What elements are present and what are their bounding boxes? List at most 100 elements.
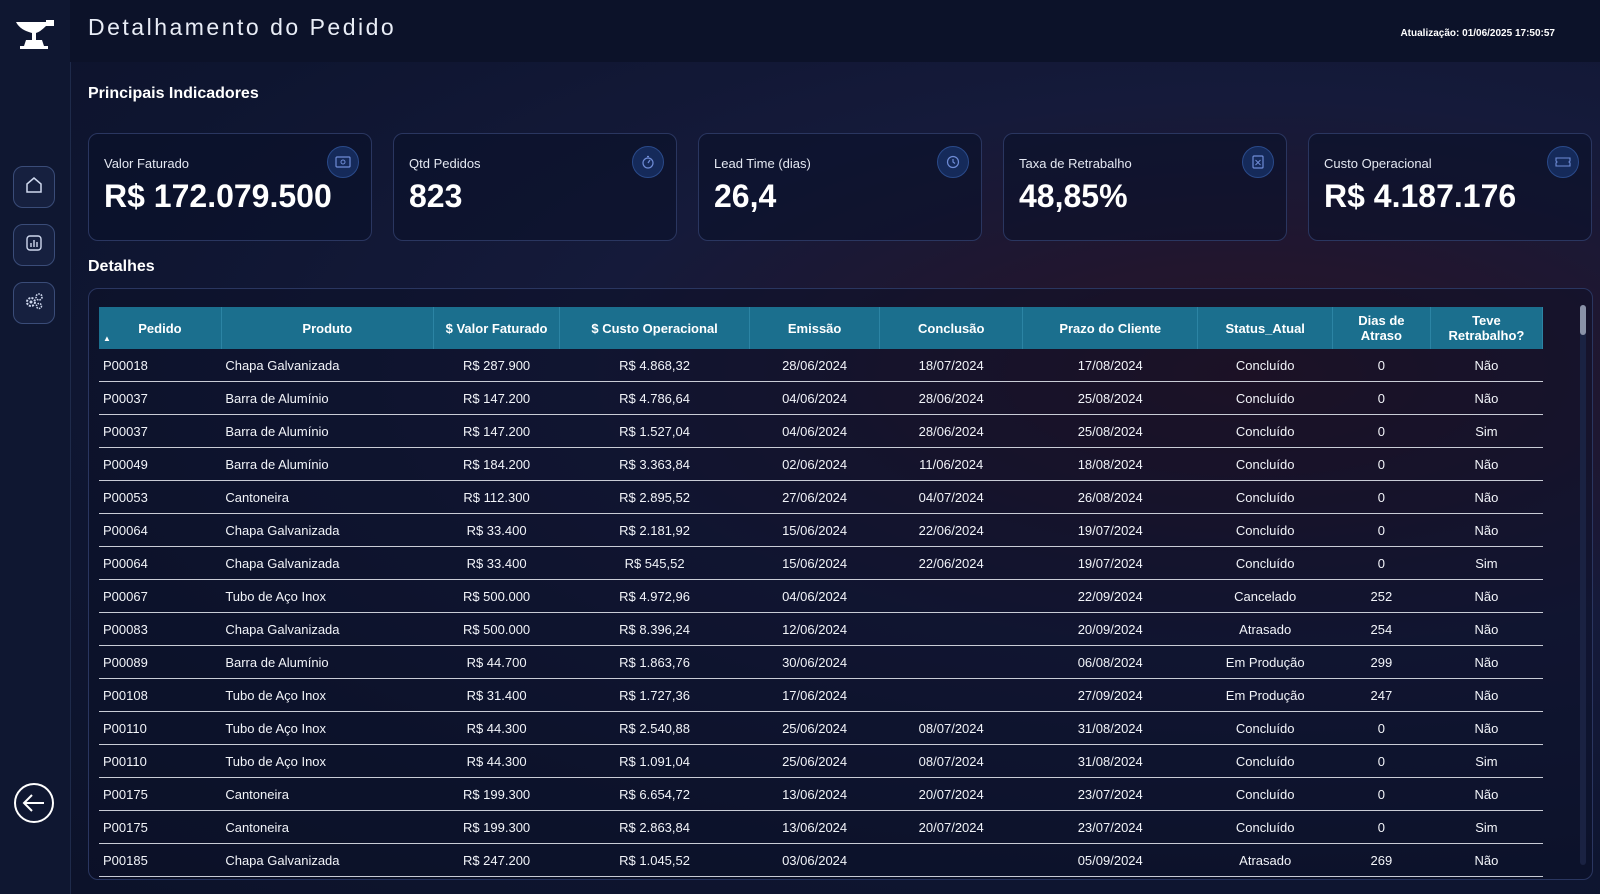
cell-produto: Tubo de Aço Inox [221,744,434,778]
cell-pedido: P00175 [99,777,222,811]
cell-status-atual: Concluído [1197,546,1333,580]
cell-emissao: 12/06/2024 [749,612,880,646]
cell-custo-operacional: R$ 4.786,64 [559,381,750,415]
cell-valor-faturado: R$ 500.000 [433,612,560,646]
kpi-label: Lead Time (dias) [714,156,811,171]
scrollbar-thumb[interactable] [1580,305,1586,335]
cell-custo-operacional: R$ 1.727,36 [559,678,750,712]
cell-emissao: 13/06/2024 [749,777,880,811]
cell-dias-atraso: 252 [1332,579,1431,613]
table-row[interactable]: P00110 Tubo de Aço Inox R$ 44.300 R$ 2.540,… [99,711,1543,745]
cell-pedido: P00018 [99,349,222,382]
kpi-value: R$ 4.187.176 [1324,178,1517,214]
column-header-emissao[interactable]: Emissão [749,307,881,349]
column-header-conclusao[interactable]: Conclusão [879,307,1024,349]
cell-dias-atraso: 0 [1332,810,1431,844]
clock-icon [937,146,969,178]
timer-icon [632,146,664,178]
column-header-prazo-cliente[interactable]: Prazo do Cliente [1022,307,1199,349]
cell-conclusao [879,843,1023,877]
cell-valor-faturado: R$ 199.300 [433,810,560,844]
table-row[interactable]: P00083 Chapa Galvanizada R$ 500.000 R$ 8.39… [99,612,1543,646]
nav-dashboard-button[interactable] [13,224,55,266]
cell-dias-atraso: 254 [1332,612,1431,646]
table-row[interactable]: P00089 Barra de Alumínio R$ 44.700 R$ 1.863… [99,645,1543,679]
cell-valor-faturado: R$ 500.000 [433,579,560,613]
cell-prazo-cliente: 19/07/2024 [1022,513,1198,547]
cell-pedido: P00175 [99,810,222,844]
update-timestamp: Atualização: 01/06/2025 17:50:57 [1400,28,1555,39]
cell-emissao: 27/06/2024 [749,480,880,514]
cell-status-atual: Cancelado [1197,579,1333,613]
cell-prazo-cliente: 23/07/2024 [1022,777,1198,811]
cell-conclusao: 28/06/2024 [879,414,1023,448]
table-row[interactable]: P00067 Tubo de Aço Inox R$ 500.000 R$ 4.972… [99,579,1543,613]
table-row[interactable]: P00110 Tubo de Aço Inox R$ 44.300 R$ 1.091,… [99,744,1543,778]
cell-custo-operacional: R$ 4.868,32 [559,349,750,382]
table-row[interactable]: P00053 Cantoneira R$ 112.300 R$ 2.895,52 27/… [99,480,1543,514]
cell-valor-faturado: R$ 199.300 [433,777,560,811]
column-header-teve-retrabalho[interactable]: Teve Retrabalho? [1430,307,1544,349]
cell-emissao: 04/06/2024 [749,579,880,613]
cell-custo-operacional: R$ 545,52 [559,546,750,580]
cell-dias-atraso: 0 [1332,744,1431,778]
cell-valor-faturado: R$ 44.700 [433,645,560,679]
column-header-valor-faturado[interactable]: $ Valor Faturado [433,307,561,349]
cell-conclusao: 20/07/2024 [879,777,1023,811]
table-row[interactable]: P00064 Chapa Galvanizada R$ 33.400 R$ 545,5… [99,546,1543,580]
chart-icon [24,233,44,258]
cell-teve-retrabalho: Não [1430,349,1543,382]
table-row[interactable]: P00175 Cantoneira R$ 199.300 R$ 2.863,84 13/… [99,810,1543,844]
kpi-card-taxa-retrabalho: Taxa de Retrabalho 48,85% [1003,133,1287,241]
cell-teve-retrabalho: Não [1430,480,1543,514]
home-icon [24,175,44,200]
nav-home-button[interactable] [13,166,55,208]
cell-conclusao: 22/06/2024 [879,546,1023,580]
table-row[interactable]: P00064 Chapa Galvanizada R$ 33.400 R$ 2.181… [99,513,1543,547]
cell-valor-faturado: R$ 33.400 [433,513,560,547]
table-row[interactable]: P00108 Tubo de Aço Inox R$ 31.400 R$ 1.727,… [99,678,1543,712]
gears-icon [23,291,45,316]
cell-dias-atraso: 0 [1332,711,1431,745]
cell-custo-operacional: R$ 1.527,04 [559,414,750,448]
cell-status-atual: Concluído [1197,414,1333,448]
cell-teve-retrabalho: Não [1430,777,1543,811]
cell-teve-retrabalho: Não [1430,678,1543,712]
cell-teve-retrabalho: Não [1430,381,1543,415]
kpi-label: Taxa de Retrabalho [1019,156,1132,171]
column-header-custo-operacional[interactable]: $ Custo Operacional [559,307,750,349]
cell-valor-faturado: R$ 31.400 [433,678,560,712]
vertical-scrollbar[interactable] [1580,305,1586,865]
cell-emissao: 04/06/2024 [749,414,880,448]
cell-teve-retrabalho: Sim [1430,546,1543,580]
column-header-dias-atraso[interactable]: Dias de Atraso [1332,307,1431,349]
column-header-status-atual[interactable]: Status_Atual [1197,307,1333,349]
cell-custo-operacional: R$ 2.863,84 [559,810,750,844]
sidebar [0,0,71,894]
cell-produto: Chapa Galvanizada [221,843,434,877]
table-row[interactable]: P00175 Cantoneira R$ 199.300 R$ 6.654,72 13/… [99,777,1543,811]
kpi-value: 26,4 [714,178,777,214]
column-header-produto[interactable]: Produto [221,307,434,349]
calculator-icon [1242,146,1274,178]
table-header-row: Pedido ▲ Produto $ Valor Faturado $ Custo… [99,307,1544,349]
cell-teve-retrabalho: Sim [1430,810,1543,844]
cell-emissao: 15/06/2024 [749,546,880,580]
cell-status-atual: Em Produção [1197,645,1333,679]
table-row[interactable]: P00049 Barra de Alumínio R$ 184.200 R$ 3.36… [99,447,1543,481]
table-row[interactable]: P00037 Barra de Alumínio R$ 147.200 R$ 1.52… [99,414,1543,448]
cell-dias-atraso: 247 [1332,678,1431,712]
cell-produto: Barra de Alumínio [221,645,434,679]
column-header-pedido[interactable]: Pedido ▲ [99,307,222,349]
table-row[interactable]: P00037 Barra de Alumínio R$ 147.200 R$ 4.78… [99,381,1543,415]
cell-custo-operacional: R$ 1.091,04 [559,744,750,778]
back-button[interactable] [13,782,55,824]
cell-valor-faturado: R$ 112.300 [433,480,560,514]
cell-prazo-cliente: 31/08/2024 [1022,744,1198,778]
cell-prazo-cliente: 23/07/2024 [1022,810,1198,844]
table-row[interactable]: P00185 Chapa Galvanizada R$ 247.200 R$ 1.04… [99,843,1543,877]
cell-custo-operacional: R$ 2.181,92 [559,513,750,547]
table-row[interactable]: P00018 Chapa Galvanizada R$ 287.900 R$ 4.86… [99,349,1543,382]
cell-pedido: P00053 [99,480,222,514]
nav-settings-button[interactable] [13,282,55,324]
